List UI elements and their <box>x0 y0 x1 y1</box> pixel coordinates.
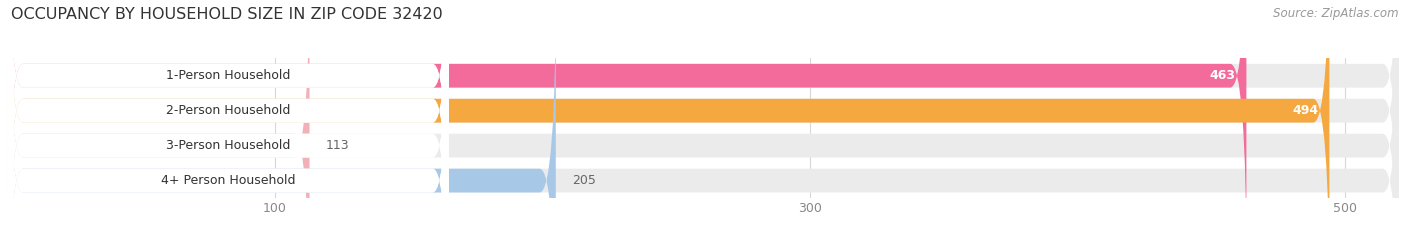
FancyBboxPatch shape <box>7 0 449 233</box>
FancyBboxPatch shape <box>7 0 309 233</box>
Text: 1-Person Household: 1-Person Household <box>166 69 290 82</box>
Text: Source: ZipAtlas.com: Source: ZipAtlas.com <box>1274 7 1399 20</box>
Text: 205: 205 <box>572 174 596 187</box>
FancyBboxPatch shape <box>7 0 449 233</box>
FancyBboxPatch shape <box>7 0 449 233</box>
FancyBboxPatch shape <box>7 0 1399 233</box>
FancyBboxPatch shape <box>7 0 555 233</box>
FancyBboxPatch shape <box>7 0 1399 233</box>
FancyBboxPatch shape <box>7 0 449 233</box>
Text: 3-Person Household: 3-Person Household <box>166 139 290 152</box>
FancyBboxPatch shape <box>7 0 1246 233</box>
Text: OCCUPANCY BY HOUSEHOLD SIZE IN ZIP CODE 32420: OCCUPANCY BY HOUSEHOLD SIZE IN ZIP CODE … <box>11 7 443 22</box>
FancyBboxPatch shape <box>7 0 449 233</box>
Text: 2-Person Household: 2-Person Household <box>166 104 290 117</box>
FancyBboxPatch shape <box>7 0 1399 233</box>
Text: 463: 463 <box>1209 69 1236 82</box>
FancyBboxPatch shape <box>7 0 449 233</box>
Text: 4+ Person Household: 4+ Person Household <box>160 174 295 187</box>
FancyBboxPatch shape <box>7 0 1399 233</box>
Text: 113: 113 <box>326 139 349 152</box>
FancyBboxPatch shape <box>7 0 1330 233</box>
Text: 494: 494 <box>1292 104 1319 117</box>
FancyBboxPatch shape <box>7 0 449 233</box>
FancyBboxPatch shape <box>7 0 449 233</box>
